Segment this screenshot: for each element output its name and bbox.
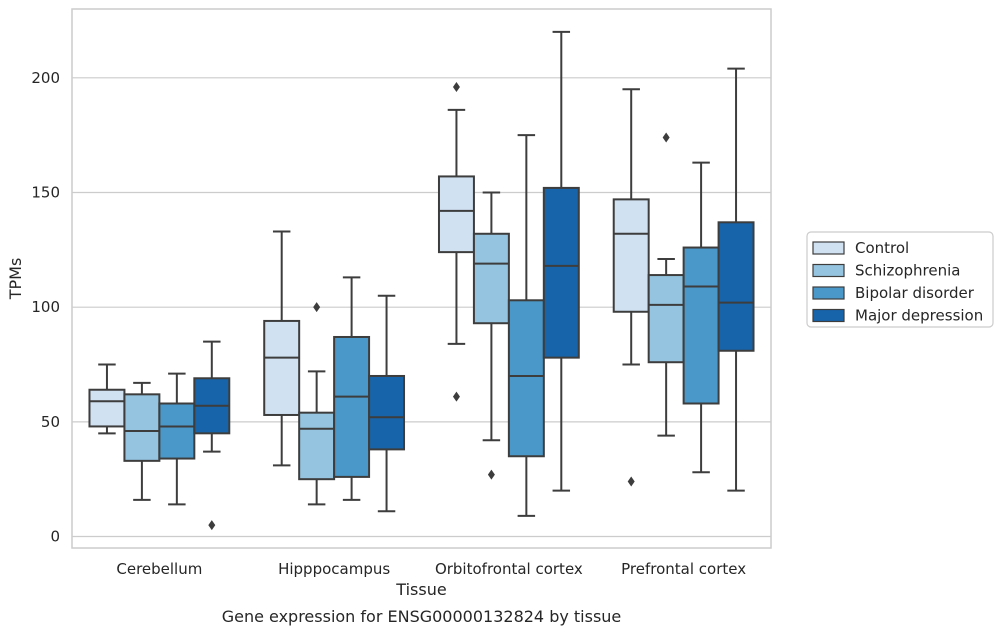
box	[647, 132, 685, 437]
box	[507, 134, 545, 517]
category-group	[612, 67, 755, 492]
legend-swatch	[812, 308, 845, 323]
box	[717, 67, 755, 492]
x-tick-label: Cerebellum	[116, 560, 202, 578]
box-body	[507, 299, 545, 458]
legend-frame	[806, 231, 994, 328]
legend-label: Schizophrenia	[855, 262, 960, 280]
outlier-point	[208, 520, 216, 531]
y-tick-labels: 0 50 100 150 200	[31, 69, 60, 546]
box	[88, 363, 126, 435]
box-body	[158, 402, 196, 460]
box	[263, 230, 301, 467]
box	[298, 302, 336, 506]
category-group	[263, 230, 406, 513]
legend-swatch	[812, 286, 845, 300]
legend-label: Major depression	[855, 307, 983, 325]
legend-swatch	[812, 241, 845, 255]
box-body	[542, 186, 580, 359]
box	[542, 30, 580, 492]
box	[472, 191, 510, 480]
outlier-point	[627, 476, 635, 487]
y-tick-label: 200	[31, 69, 60, 87]
outlier-point	[487, 469, 495, 480]
x-axis-label: Tissue	[395, 580, 446, 599]
box-body	[88, 388, 126, 428]
box-body	[333, 335, 371, 478]
y-axis-label: TPMs	[6, 258, 25, 301]
box-body	[717, 221, 755, 352]
y-tick-label: 50	[41, 413, 60, 431]
x-tick-labels: Cerebellum Hipppocampus Orbitofrontal cort…	[116, 560, 746, 578]
outlier-point	[662, 132, 670, 143]
box	[682, 161, 720, 474]
box	[437, 81, 475, 402]
x-tick-label: Hipppocampus	[278, 560, 390, 578]
box	[123, 381, 161, 501]
box-body	[437, 175, 475, 254]
box-body	[298, 411, 336, 481]
x-tick-label: Orbitofrontal cortex	[435, 560, 583, 578]
legend-label: Control	[855, 239, 909, 257]
chart-caption: Gene expression for ENSG00000132824 by t…	[222, 607, 622, 626]
legend-swatch	[812, 263, 845, 278]
box-body	[612, 198, 650, 313]
box-body	[263, 319, 301, 416]
plot-frame	[71, 8, 772, 549]
box	[333, 276, 371, 501]
box-body	[368, 374, 406, 451]
y-tick-label: 0	[50, 528, 60, 546]
box	[612, 88, 650, 487]
box	[368, 294, 406, 513]
box-body	[123, 393, 161, 462]
outlier-point	[452, 391, 460, 402]
legend: Control Schizophrenia Bipolar disorder Majo…	[806, 231, 994, 328]
box-body	[647, 274, 685, 364]
outlier-point	[313, 302, 321, 313]
box	[193, 340, 231, 531]
box-body	[472, 232, 510, 325]
x-tick-label: Prefrontal cortex	[621, 560, 746, 578]
box-groups	[88, 30, 755, 531]
legend-label: Bipolar disorder	[855, 284, 975, 302]
y-tick-label: 100	[31, 298, 60, 316]
category-group	[437, 30, 580, 517]
box-body	[682, 246, 720, 405]
category-group	[88, 340, 231, 531]
outlier-point	[452, 81, 460, 92]
y-tick-label: 150	[31, 183, 60, 201]
box	[158, 372, 196, 506]
